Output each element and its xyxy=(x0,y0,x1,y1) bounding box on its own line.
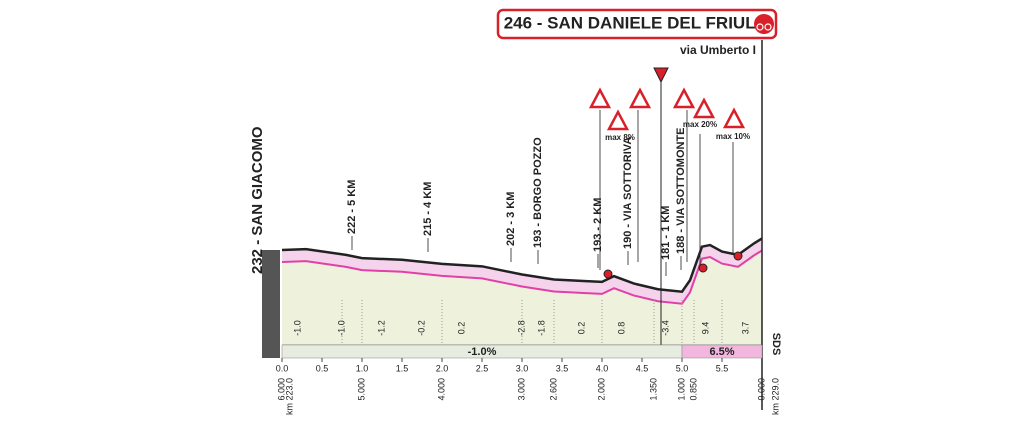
finish-icon xyxy=(764,23,772,31)
profile-side xyxy=(282,238,762,304)
km-label: km 223.0 xyxy=(284,378,294,415)
landmark-label: 222 - 5 KM xyxy=(346,180,358,234)
gradient-label: -2.8 xyxy=(516,320,526,336)
gradient-label: -1.2 xyxy=(376,320,386,336)
distance-label: 2.000 xyxy=(596,378,606,401)
landmark-label: 215 - 4 KM xyxy=(422,182,434,236)
distance-label: 3.000 xyxy=(516,378,526,401)
gradient-label: -1.8 xyxy=(536,320,546,336)
gradient-label: 0.8 xyxy=(616,322,626,335)
distance-label: 5.000 xyxy=(356,378,366,401)
landmark-label: 193 - BORGO POZZO xyxy=(532,137,544,248)
x-tick-label: 3.0 xyxy=(516,363,529,373)
gradient-label: -0.2 xyxy=(416,320,426,336)
warning-sign xyxy=(672,87,696,109)
title: 246 - SAN DANIELE DEL FRIULI xyxy=(504,13,761,32)
distance-label: 0.850 xyxy=(688,378,698,401)
x-tick-label: 5.5 xyxy=(716,363,729,373)
x-tick-label: 2.5 xyxy=(476,363,489,373)
sign-label: max 8% xyxy=(605,133,635,142)
km-label: km 229.0 xyxy=(770,378,780,415)
distance-label: 0.000 xyxy=(756,378,766,401)
start-block xyxy=(262,250,280,358)
gradient-label: 0.2 xyxy=(456,322,466,335)
sign-label: max 20% xyxy=(683,120,717,129)
title-box xyxy=(496,8,778,40)
flag-red xyxy=(653,67,669,84)
x-tick-label: 4.0 xyxy=(596,363,609,373)
profile-fill xyxy=(282,250,762,345)
average-label: -1.0% xyxy=(468,346,497,358)
x-tick-label: 2.0 xyxy=(436,363,449,373)
finish-icon xyxy=(754,14,774,34)
warning-sign xyxy=(692,97,716,119)
landmark-label: 181 - 1 KM xyxy=(660,206,672,260)
warning-sign xyxy=(588,87,612,109)
x-tick-label: 1.0 xyxy=(356,363,369,373)
profile-line xyxy=(281,237,763,294)
landmark-label: 188 - VIA SOTTOMONTE xyxy=(675,127,687,254)
landmark-label: 193 - 2 KM xyxy=(592,198,604,252)
gradient-label: -3.4 xyxy=(660,320,670,336)
x-tick-label: 4.5 xyxy=(636,363,649,373)
gradient-label: -1.0 xyxy=(292,320,302,336)
distance-label: 2.600 xyxy=(548,378,558,401)
gradient-label: 9.4 xyxy=(700,322,710,335)
start-label: 232 - SAN GIACOMO xyxy=(249,126,266,274)
landmark-label: 202 - 3 KM xyxy=(505,192,517,246)
sign-label: max 10% xyxy=(716,132,750,141)
distance-label: 6.000 xyxy=(276,378,286,401)
warning-sign xyxy=(628,87,652,109)
profile-side-line xyxy=(281,249,763,305)
climb-dot xyxy=(603,269,613,279)
x-tick-label: 3.5 xyxy=(556,363,569,373)
warning-sign xyxy=(722,107,746,129)
landmark-label: 190 - VIA SOTTORIVA xyxy=(622,137,634,249)
x-tick-label: 0.0 xyxy=(276,363,289,373)
gradient-label: 0.2 xyxy=(576,322,586,335)
average-label: 6.5% xyxy=(709,346,734,358)
x-tick-label: 5.0 xyxy=(676,363,689,373)
gradient-label: -1.0 xyxy=(336,320,346,336)
climb-dot xyxy=(733,251,743,261)
x-tick-label: 1.5 xyxy=(396,363,409,373)
x-tick-label: 0.5 xyxy=(316,363,329,373)
distance-label: 1.350 xyxy=(648,378,658,401)
subtitle: via Umberto I xyxy=(680,43,756,57)
logo: SDS xyxy=(770,333,782,356)
distance-label: 1.000 xyxy=(676,378,686,401)
gradient-label: 3.7 xyxy=(740,322,750,335)
finish-icon xyxy=(756,23,764,31)
warning-sign xyxy=(606,109,630,131)
distance-label: 4.000 xyxy=(436,378,446,401)
climb-dot xyxy=(698,263,708,273)
